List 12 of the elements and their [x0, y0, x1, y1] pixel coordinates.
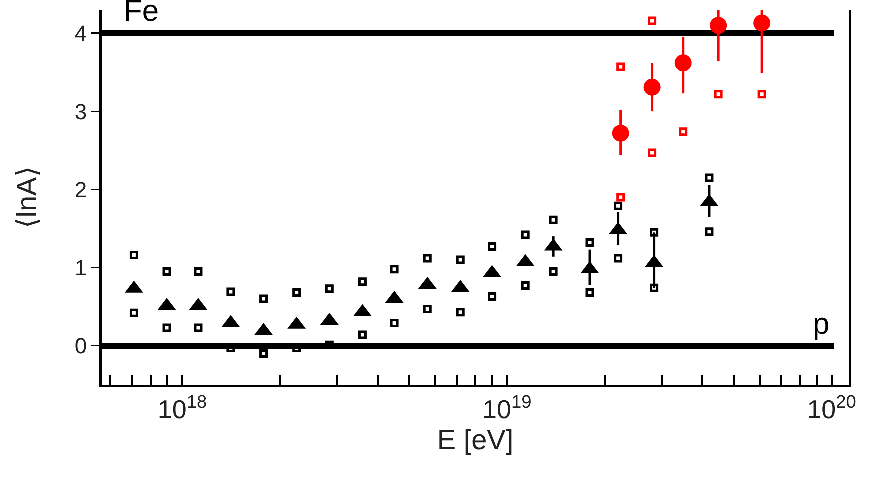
annotation: Fe: [124, 0, 160, 28]
y-tick-label: 0: [74, 334, 88, 359]
x-tick-label: 10$^{20}$: [807, 392, 856, 425]
x-tick-label: 10$^{18}$: [158, 392, 208, 425]
y-tick-label: 1: [74, 256, 88, 281]
y-tick-label: 4: [74, 21, 88, 46]
y-axis-title: ⟨lnA⟩: [11, 166, 42, 229]
annotation: p: [813, 308, 830, 341]
x-axis-title: E [eV]: [437, 424, 514, 456]
y-tick-label: 3: [74, 99, 88, 124]
x-tick-label: 10$^{19}$: [482, 392, 532, 425]
y-tick-label: 2: [74, 177, 88, 202]
